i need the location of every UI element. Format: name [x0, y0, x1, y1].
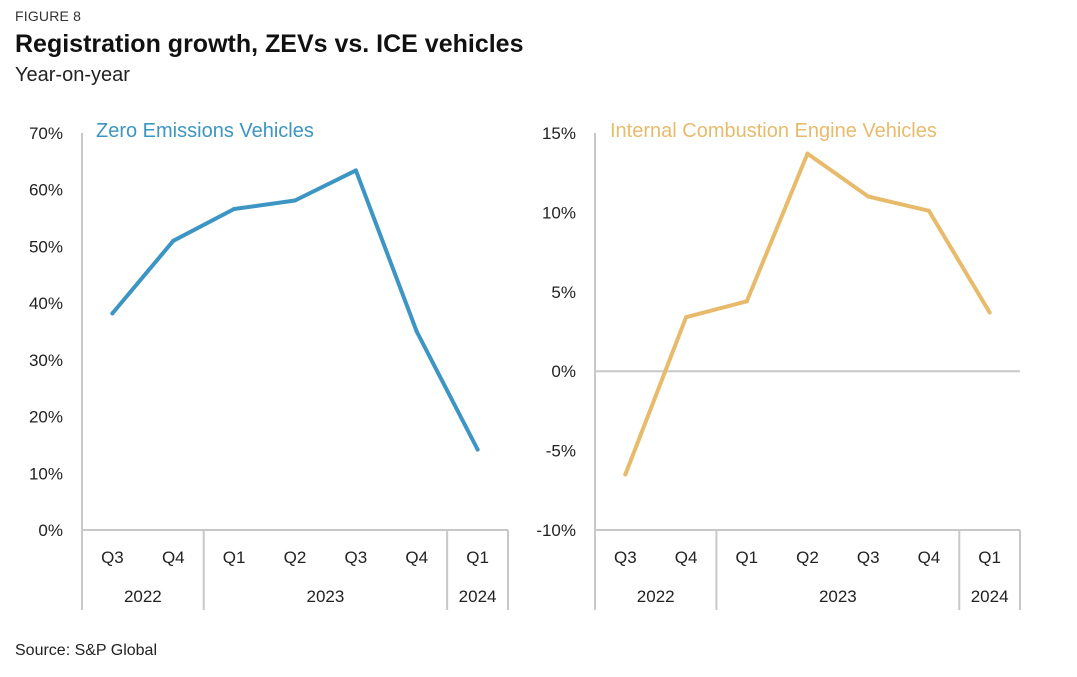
chart2-data-point — [866, 194, 871, 199]
chart2-year-label: 2022 — [637, 587, 675, 606]
chart1-y-tick-label: 30% — [29, 351, 63, 370]
chart1-quarter-label: Q3 — [101, 548, 124, 567]
chart1-y-tick-label: 10% — [29, 464, 63, 483]
chart1-panel-title: Zero Emissions Vehicles — [96, 120, 314, 142]
chart2-quarter-label: Q4 — [918, 548, 941, 567]
chart2-y-tick-label: -5% — [546, 442, 576, 461]
chart2-y-tick-label: 0% — [551, 362, 576, 381]
chart2-series-line — [623, 151, 992, 477]
chart2-y-tick-label: 15% — [542, 124, 576, 143]
chart2-y-tick-label: 10% — [542, 203, 576, 222]
chart1-y-tick-label: 20% — [29, 408, 63, 427]
chart1-year-label: 2024 — [459, 587, 497, 606]
chart2-quarter-label: Q3 — [857, 548, 880, 567]
chart1-data-point — [232, 206, 237, 211]
chart1-y-tick-label: 0% — [38, 521, 63, 540]
chart2-panel-title: Internal Combustion Engine Vehicles — [610, 120, 937, 142]
chart1-year-label: 2023 — [307, 587, 345, 606]
chart2-data-point — [805, 151, 810, 156]
chart1-y-tick-label: 50% — [29, 237, 63, 256]
chart2-data-point — [926, 208, 931, 213]
chart1-y-tick-label: 70% — [29, 124, 63, 143]
chart1-y-tick-label: 60% — [29, 181, 63, 200]
chart2-quarter-label: Q3 — [614, 548, 637, 567]
chart1-data-point — [171, 238, 176, 243]
figure-label: FIGURE 8 — [15, 8, 82, 24]
chart1-data-point — [475, 447, 480, 452]
chart1-data-point — [414, 329, 419, 334]
chart1-quarter-label: Q1 — [223, 548, 246, 567]
chart1-quarter-label: Q1 — [466, 548, 489, 567]
chart1-quarter-label: Q4 — [162, 548, 185, 567]
chart2-data-point — [744, 299, 749, 304]
chart2-data-point — [684, 315, 689, 320]
chart2-year-label: 2023 — [819, 587, 857, 606]
chart2-year-label: 2024 — [971, 587, 1009, 606]
chart1-quarter-label: Q4 — [405, 548, 428, 567]
chart1-data-point — [110, 311, 115, 316]
chart2-quarter-label: Q1 — [978, 548, 1001, 567]
chart-subtitle: Year-on-year — [15, 64, 130, 86]
chart1-series-line — [110, 168, 480, 452]
chart1-data-point — [353, 168, 358, 173]
chart2-quarter-label: Q4 — [675, 548, 698, 567]
chart2-quarter-label: Q1 — [735, 548, 758, 567]
source-note: Source: S&P Global — [15, 642, 158, 659]
chart2-y-tick-label: -10% — [536, 521, 576, 540]
chart2-data-point — [987, 310, 992, 315]
chart1-year-label: 2022 — [124, 587, 162, 606]
chart1-data-point — [293, 198, 297, 203]
chart2-quarter-label: Q2 — [796, 548, 819, 567]
chart2-data-point — [623, 472, 628, 477]
chart-title: Registration growth, ZEVs vs. ICE vehicl… — [15, 30, 524, 58]
chart2-y-tick-label: 5% — [551, 283, 576, 302]
chart1-quarter-label: Q3 — [345, 548, 368, 567]
chart1-y-tick-label: 40% — [29, 294, 63, 313]
chart1-quarter-label: Q2 — [284, 548, 307, 567]
